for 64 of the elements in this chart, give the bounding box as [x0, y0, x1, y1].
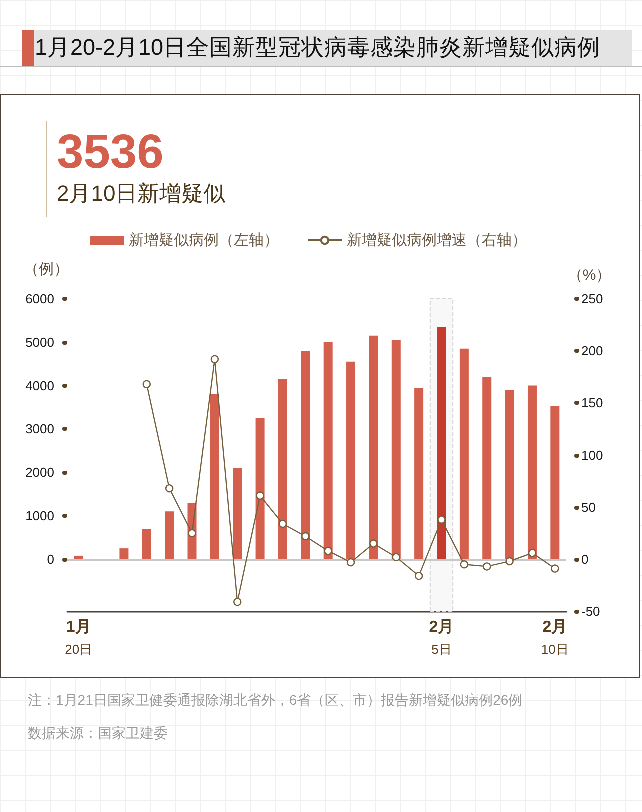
point	[483, 562, 492, 571]
source-note: 数据来源：国家卫建委	[28, 724, 169, 743]
point	[188, 529, 196, 538]
bar	[233, 468, 242, 560]
bar	[437, 327, 446, 560]
text: 注：1月21日国家卫健委通报除湖北省外，6省（区、市）报告新增疑似病例26例	[28, 691, 523, 710]
y-axis-title: （例）	[24, 261, 69, 278]
chart-title: 1月20-2月10日全国新型冠状病毒感染肺炎新增疑似病例	[35, 34, 601, 62]
point	[165, 484, 174, 493]
y2-tick-label: 150	[582, 396, 604, 411]
bar	[460, 348, 469, 560]
point	[528, 549, 537, 558]
x-tick-label: 2月 10日	[541, 619, 569, 657]
point	[302, 532, 310, 541]
y-tick-label: 6000	[26, 292, 54, 306]
point	[460, 560, 469, 569]
point	[438, 516, 446, 524]
point	[414, 572, 424, 580]
bar	[528, 386, 537, 560]
bar	[550, 406, 560, 560]
bar	[120, 548, 129, 560]
y-tick-label: 1000	[26, 508, 54, 524]
bar	[301, 351, 310, 560]
x-tick-label: 1月 20日	[65, 619, 93, 657]
y-tick-label: 2000	[26, 465, 54, 480]
point	[278, 520, 288, 528]
y2-tick-label: 100	[582, 448, 604, 463]
y2-tick-label: 200	[582, 344, 604, 359]
bar	[210, 394, 220, 560]
point	[234, 598, 242, 606]
y2-axis-title: （%）	[568, 267, 612, 284]
bar	[324, 342, 333, 560]
point	[210, 355, 220, 364]
y2-tick-label: -50	[582, 604, 600, 619]
point	[256, 492, 264, 500]
legend-label: 新增疑似病例（左轴）	[129, 232, 279, 249]
bar	[369, 336, 378, 560]
bar	[482, 377, 492, 560]
y-tick-label: 5000	[26, 334, 54, 350]
y-tick-label: 3000	[26, 422, 54, 437]
bar	[505, 390, 514, 560]
bar	[278, 379, 288, 560]
bar	[256, 418, 265, 560]
bar	[414, 388, 424, 560]
point	[392, 553, 400, 562]
text: 3536	[57, 126, 165, 179]
y2-tick-label: 0	[582, 552, 589, 567]
bar	[165, 512, 174, 560]
bar	[142, 529, 152, 560]
point	[370, 540, 378, 548]
point	[346, 558, 356, 567]
point	[551, 564, 560, 573]
x-tick-label: 2月 5日	[429, 619, 454, 657]
y2-tick-label: 50	[582, 500, 596, 515]
bar	[392, 340, 401, 560]
point	[506, 557, 514, 566]
y-tick-label: 4000	[26, 378, 54, 394]
text: 2月10日新增疑似	[57, 180, 226, 208]
legend-label: 新增疑似病例增速（右轴）	[347, 232, 527, 249]
y-tick-label: 0	[47, 552, 54, 567]
bar	[346, 362, 356, 560]
point	[142, 380, 151, 389]
point	[324, 546, 332, 556]
y2-tick-label: 250	[582, 292, 604, 306]
